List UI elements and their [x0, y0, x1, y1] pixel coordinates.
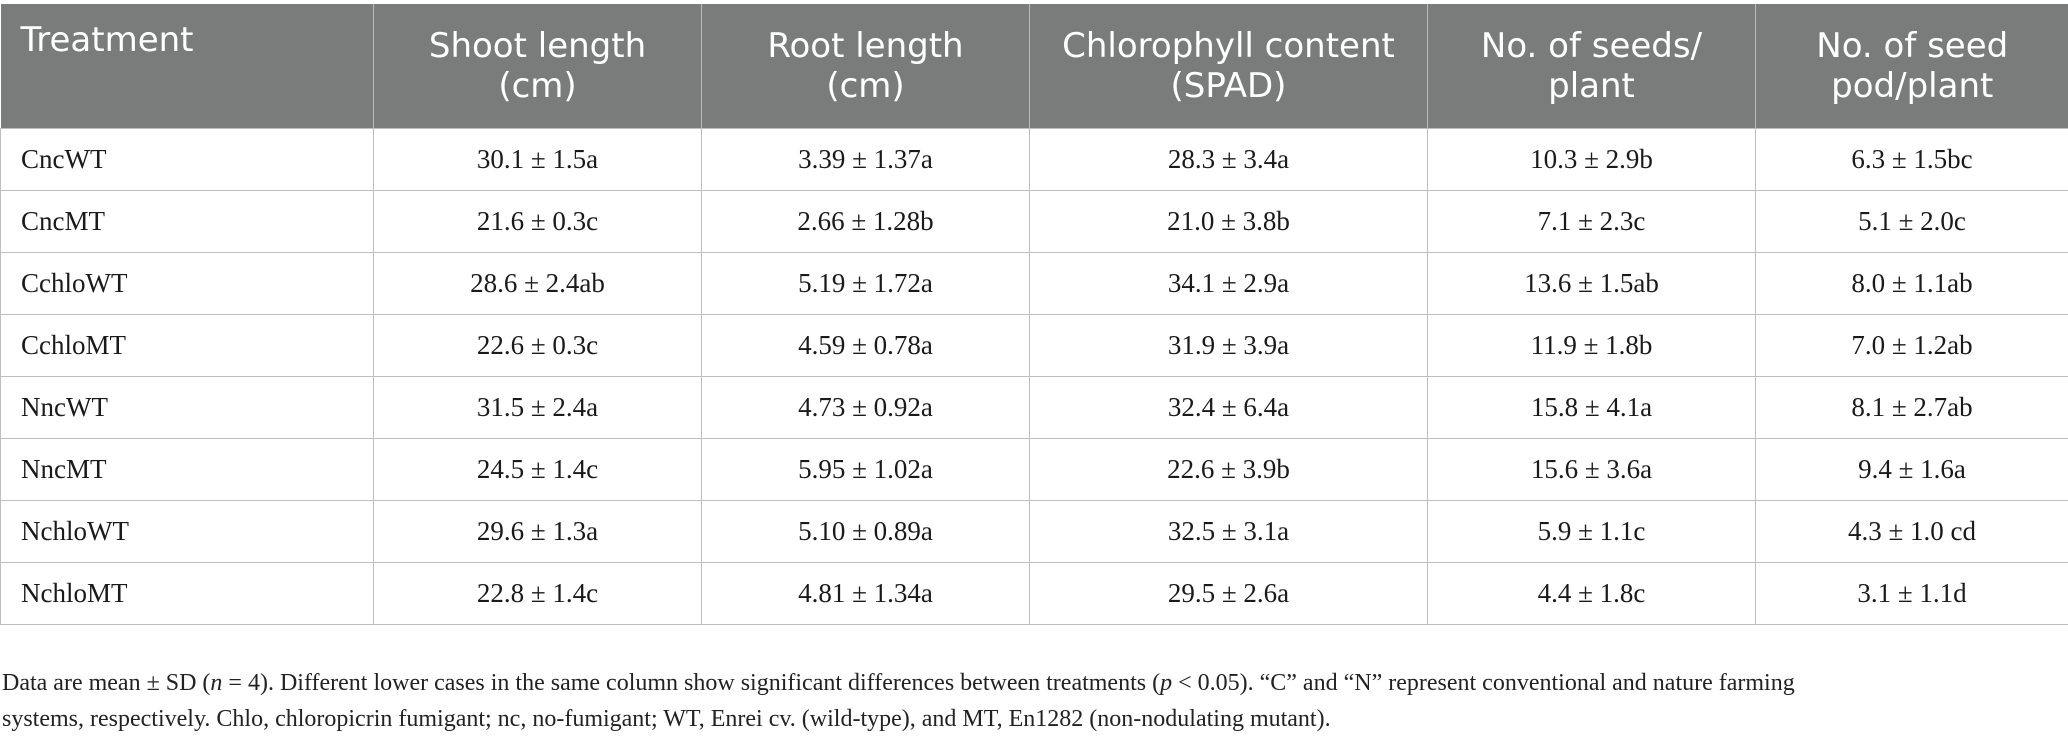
- cell-root-length: 2.66 ± 1.28b: [701, 190, 1030, 253]
- cell-seed-pod-per-plant: 4.3 ± 1.0 cd: [1755, 500, 2068, 563]
- header-treatment: Treatment: [0, 4, 374, 129]
- cell-treatment: NchloWT: [0, 500, 374, 563]
- cell-chlorophyll: 31.9 ± 3.9a: [1029, 314, 1428, 377]
- cell-shoot-length: 24.5 ± 1.4c: [373, 438, 702, 501]
- cell-shoot-length: 28.6 ± 2.4ab: [373, 252, 702, 315]
- cell-chlorophyll: 28.3 ± 3.4a: [1029, 128, 1428, 191]
- footnote-line-2: systems, respectively. Chlo, chloropicri…: [2, 706, 1331, 732]
- cell-shoot-length: 31.5 ± 2.4a: [373, 376, 702, 439]
- data-table-container: Treatment Shoot length (cm) Root length (c…: [0, 4, 2068, 625]
- cell-seed-pod-per-plant: 5.1 ± 2.0c: [1755, 190, 2068, 253]
- cell-root-length: 5.95 ± 1.02a: [701, 438, 1030, 501]
- cell-treatment: CncWT: [0, 128, 374, 191]
- cell-seed-pod-per-plant: 6.3 ± 1.5bc: [1755, 128, 2068, 191]
- cell-seed-pod-per-plant: 7.0 ± 1.2ab: [1755, 314, 2068, 377]
- header-row: Treatment Shoot length (cm) Root length (c…: [0, 4, 2068, 129]
- table-row: CncMT 21.6 ± 0.3c 2.66 ± 1.28b 21.0 ± 3.…: [0, 190, 2068, 253]
- results-table: Treatment Shoot length (cm) Root length (c…: [0, 4, 2068, 625]
- table-row: CchloWT 28.6 ± 2.4ab 5.19 ± 1.72a 34.1 ±…: [0, 252, 2068, 315]
- cell-chlorophyll: 32.4 ± 6.4a: [1029, 376, 1428, 439]
- table-footnote: Data are mean ± SD (n = 4). Different lo…: [2, 665, 2042, 737]
- cell-shoot-length: 30.1 ± 1.5a: [373, 128, 702, 191]
- cell-chlorophyll: 32.5 ± 3.1a: [1029, 500, 1428, 563]
- cell-root-length: 4.81 ± 1.34a: [701, 562, 1030, 625]
- header-root-length: Root length (cm): [701, 4, 1030, 129]
- cell-root-length: 3.39 ± 1.37a: [701, 128, 1030, 191]
- cell-treatment: NncWT: [0, 376, 374, 439]
- cell-chlorophyll: 29.5 ± 2.6a: [1029, 562, 1428, 625]
- cell-seeds-per-plant: 11.9 ± 1.8b: [1427, 314, 1756, 377]
- cell-seeds-per-plant: 4.4 ± 1.8c: [1427, 562, 1756, 625]
- cell-treatment: CncMT: [0, 190, 374, 253]
- table-row: NchloMT 22.8 ± 1.4c 4.81 ± 1.34a 29.5 ± …: [0, 562, 2068, 625]
- cell-shoot-length: 22.8 ± 1.4c: [373, 562, 702, 625]
- cell-seeds-per-plant: 5.9 ± 1.1c: [1427, 500, 1756, 563]
- cell-seed-pod-per-plant: 3.1 ± 1.1d: [1755, 562, 2068, 625]
- table-header: Treatment Shoot length (cm) Root length (c…: [0, 4, 2068, 129]
- cell-shoot-length: 22.6 ± 0.3c: [373, 314, 702, 377]
- table-row: NncMT 24.5 ± 1.4c 5.95 ± 1.02a 22.6 ± 3.…: [0, 438, 2068, 501]
- cell-chlorophyll: 34.1 ± 2.9a: [1029, 252, 1428, 315]
- cell-shoot-length: 29.6 ± 1.3a: [373, 500, 702, 563]
- cell-root-length: 5.10 ± 0.89a: [701, 500, 1030, 563]
- table-body: CncWT 30.1 ± 1.5a 3.39 ± 1.37a 28.3 ± 3.…: [0, 128, 2068, 625]
- table-row: CncWT 30.1 ± 1.5a 3.39 ± 1.37a 28.3 ± 3.…: [0, 128, 2068, 191]
- footnote-line-1: Data are mean ± SD (n = 4). Different lo…: [2, 670, 1795, 696]
- cell-seeds-per-plant: 13.6 ± 1.5ab: [1427, 252, 1756, 315]
- header-shoot-length: Shoot length (cm): [373, 4, 702, 129]
- cell-chlorophyll: 22.6 ± 3.9b: [1029, 438, 1428, 501]
- cell-root-length: 4.59 ± 0.78a: [701, 314, 1030, 377]
- cell-seeds-per-plant: 7.1 ± 2.3c: [1427, 190, 1756, 253]
- table-row: NncWT 31.5 ± 2.4a 4.73 ± 0.92a 32.4 ± 6.…: [0, 376, 2068, 439]
- cell-root-length: 5.19 ± 1.72a: [701, 252, 1030, 315]
- header-seeds-per-plant: No. of seeds/plant: [1427, 4, 1756, 129]
- cell-treatment: NncMT: [0, 438, 374, 501]
- cell-seed-pod-per-plant: 8.0 ± 1.1ab: [1755, 252, 2068, 315]
- cell-treatment: CchloMT: [0, 314, 374, 377]
- cell-seed-pod-per-plant: 8.1 ± 2.7ab: [1755, 376, 2068, 439]
- header-chlorophyll-content: Chlorophyll content (SPAD): [1029, 4, 1428, 129]
- table-row: NchloWT 29.6 ± 1.3a 5.10 ± 0.89a 32.5 ± …: [0, 500, 2068, 563]
- cell-seed-pod-per-plant: 9.4 ± 1.6a: [1755, 438, 2068, 501]
- cell-treatment: CchloWT: [0, 252, 374, 315]
- cell-seeds-per-plant: 15.6 ± 3.6a: [1427, 438, 1756, 501]
- cell-chlorophyll: 21.0 ± 3.8b: [1029, 190, 1428, 253]
- cell-shoot-length: 21.6 ± 0.3c: [373, 190, 702, 253]
- cell-root-length: 4.73 ± 0.92a: [701, 376, 1030, 439]
- cell-seeds-per-plant: 10.3 ± 2.9b: [1427, 128, 1756, 191]
- table-row: CchloMT 22.6 ± 0.3c 4.59 ± 0.78a 31.9 ± …: [0, 314, 2068, 377]
- cell-seeds-per-plant: 15.8 ± 4.1a: [1427, 376, 1756, 439]
- header-seed-pod-per-plant: No. of seed pod/plant: [1755, 4, 2068, 129]
- cell-treatment: NchloMT: [0, 562, 374, 625]
